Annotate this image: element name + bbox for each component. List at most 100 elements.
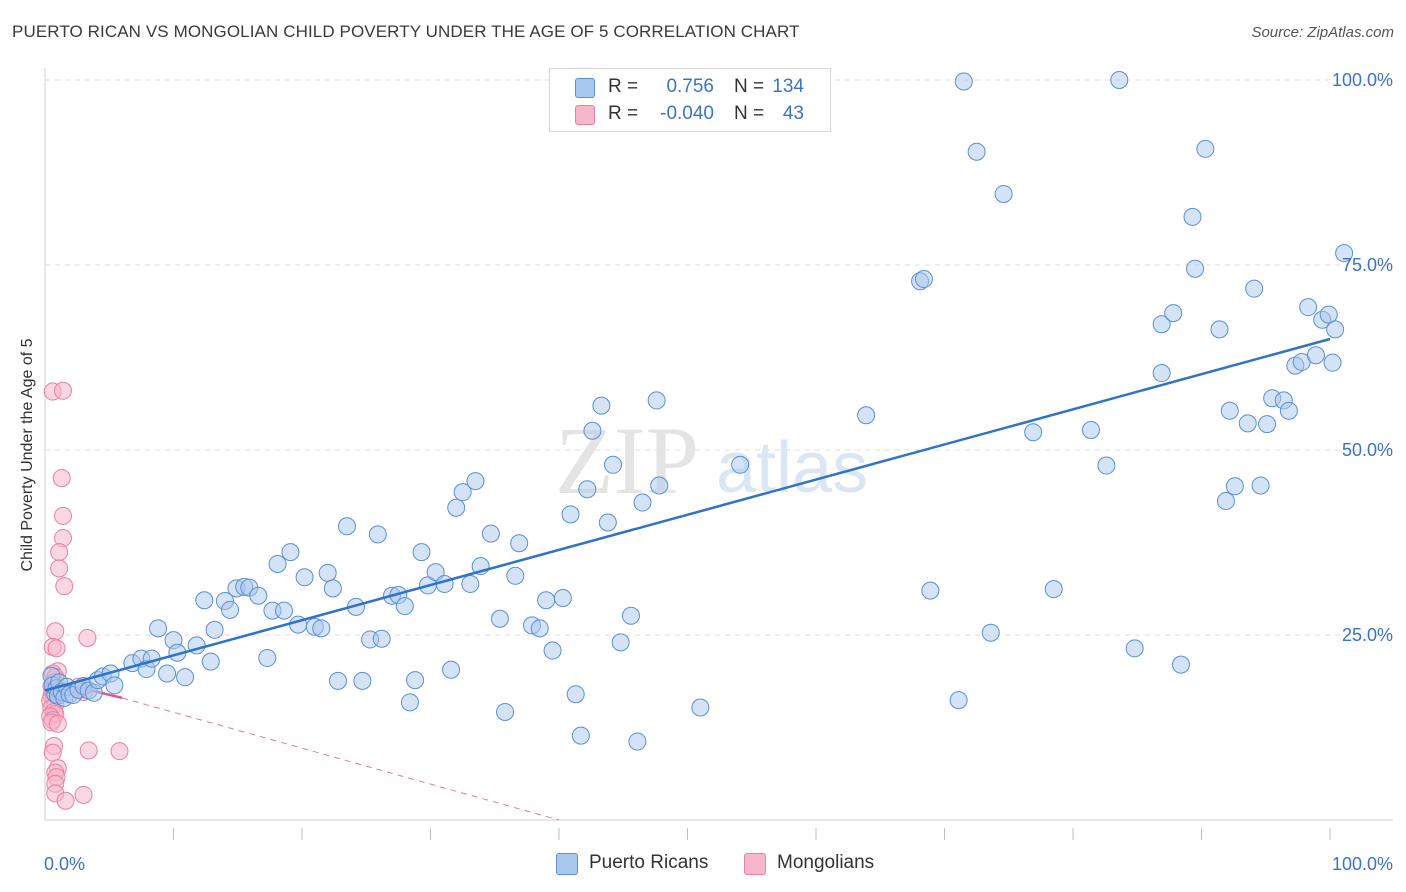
puerto-rican-point [368,525,387,544]
puerto-rican-point [566,685,585,704]
puerto-rican-point [249,586,268,605]
puerto-rican-point [691,698,710,717]
puerto-rican-point [1335,244,1354,263]
puerto-rican-point [1183,207,1202,226]
mongolian-point [79,741,98,760]
puerto-rican-point [578,480,597,499]
mongolian-point [43,743,62,762]
puerto-rican-point [510,534,529,553]
puerto-rican-point [466,472,485,491]
puerto-rican-point [1081,421,1100,440]
puerto-rican-point [205,620,224,639]
mongolian-point [50,559,69,578]
puerto-rican-point [1024,423,1043,442]
puerto-rican-point [603,455,622,474]
y-tick-label: 100.0% [1332,70,1393,90]
mongolians-trend-extension [121,697,560,821]
puerto-rican-point [1210,320,1229,339]
puerto-rican-point [1258,415,1277,434]
source-credit: Source: ZipAtlas.com [1251,24,1394,41]
puerto-rican-point [1245,279,1264,298]
puerto-rican-point [406,671,425,690]
puerto-rican-point [537,591,556,610]
puerto-rican-point [275,601,294,620]
puerto-rican-point [561,505,580,524]
mongolian-point [53,381,72,400]
puerto-rican-point [1323,353,1342,372]
x-tick-label-right: 100.0% [1332,854,1393,874]
chart-title: PUERTO RICAN VS MONGOLIAN CHILD POVERTY … [12,22,800,41]
mongolian-point [50,543,69,562]
watermark-zip: ZIP [555,407,699,514]
puerto-rican-point [598,513,617,532]
puerto-rican-point [1225,477,1244,496]
mongolian-point [52,469,71,488]
puerto-rican-point [530,619,549,638]
puerto-rican-point [1152,364,1171,383]
puerto-rican-point [967,142,986,161]
puerto-rican-point [954,72,973,91]
puerto-rican-point [981,623,1000,642]
puerto-rican-point [195,591,214,610]
legend-swatch-blue [575,78,595,98]
puerto-rican-point [461,574,480,593]
puerto-rican-point [731,455,750,474]
puerto-rican-point [395,597,414,616]
puerto-rican-point [1216,492,1235,511]
puerto-rican-point [490,609,509,628]
puerto-rican-point [105,676,124,695]
r-value: 0.756 [666,76,714,97]
mongolian-point [110,742,129,761]
puerto-rican-point [506,566,525,585]
puerto-rican-point [295,568,314,587]
puerto-rican-point [857,406,876,425]
puerto-rican-point [481,524,500,543]
tick-labels: 25.0% 50.0% 75.0% 100.0% 0.0% 100.0% [44,70,1393,874]
watermark: ZIP atlas [555,407,868,514]
puerto-rican-point [583,421,602,440]
puerto-rican-point [1125,639,1144,658]
mongolians-points [41,381,129,810]
puerto-rican-point [1110,71,1129,89]
puerto-rican-point [412,543,431,562]
puerto-rican-point [328,671,347,690]
puerto-rican-point [914,270,933,289]
puerto-rican-point [400,693,419,712]
puerto-rican-point [1279,401,1298,420]
n-label: N = [734,76,765,97]
puerto-rican-point [496,702,515,721]
n-value: 43 [782,103,804,124]
puerto-rican-point [921,581,940,600]
n-label: N = [734,103,765,124]
puerto-rican-point [201,652,220,671]
legend-swatch-blue [556,853,578,875]
puerto-rican-point [221,600,240,619]
puerto-rican-point [1171,655,1190,674]
mongolian-point [74,785,93,804]
puerto-ricans-points [42,71,1354,751]
stats-row-mongolians: R = -0.040 N = 43 [550,100,830,128]
puerto-rican-point [611,633,630,652]
puerto-rican-point [543,641,562,660]
puerto-rican-point [621,606,640,625]
y-tick-label: 25.0% [1342,625,1393,645]
puerto-rican-point [453,483,472,502]
mongolian-point [47,639,66,658]
puerto-rican-point [268,554,287,573]
puerto-rican-point [372,629,391,648]
legend-label: Mongolians [777,852,875,873]
puerto-rican-point [353,671,372,690]
legend-label: Puerto Ricans [589,852,709,873]
puerto-rican-point [1164,304,1183,323]
puerto-rican-point [628,732,647,751]
puerto-rican-point [1299,298,1318,317]
puerto-rican-point [318,563,337,582]
puerto-rican-point [1220,401,1239,420]
puerto-ricans-trend-line [44,337,1331,692]
puerto-rican-point [994,184,1013,203]
puerto-rican-point [1306,346,1325,365]
legend-swatch-pink [744,853,766,875]
mongolian-point [55,577,74,596]
puerto-rican-point [158,664,177,683]
